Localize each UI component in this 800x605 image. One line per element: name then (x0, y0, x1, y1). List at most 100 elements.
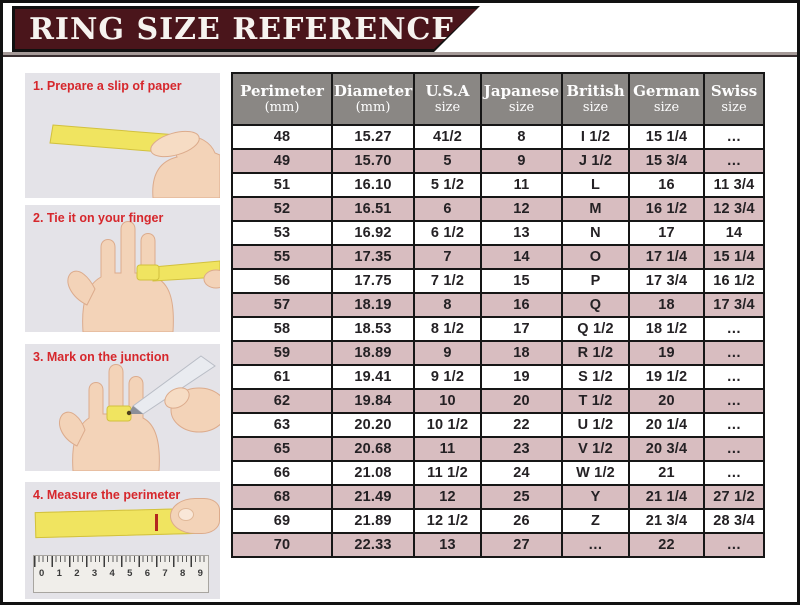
table-cell: 18 1/2 (628, 316, 705, 342)
table-cell: 20.20 (331, 412, 415, 438)
table-cell: 27 (480, 532, 563, 558)
step-3-label: 3. Mark on the junction (33, 350, 170, 364)
thumb-icon (67, 270, 96, 306)
table-cell: 21 1/4 (628, 484, 705, 510)
table-cell: 15 1/4 (703, 244, 765, 270)
table-header-row: Perimeter (mm) Diameter (mm) U.S.A size Japane… (231, 72, 765, 126)
thumb-icon (59, 411, 86, 447)
table-cell: 15 (480, 268, 563, 294)
table-cell: … (561, 532, 630, 558)
table-cell: 16 (480, 292, 563, 318)
table-cell: 14 (703, 220, 765, 246)
step-2-panel: 2. Tie it on your finger (25, 205, 220, 332)
column-header: Diameter (mm) (331, 72, 415, 126)
table-cell: 22 (628, 532, 705, 558)
table-cell: 8 1/2 (413, 316, 482, 342)
table-cell: 70 (231, 532, 333, 558)
table-cell: 18.53 (331, 316, 415, 342)
column-header: Perimeter (mm) (231, 72, 333, 126)
table-cell: J 1/2 (561, 148, 630, 174)
table-cell: 48 (231, 124, 333, 150)
table-cell: … (703, 340, 765, 366)
table-row: 52 16.51 6 12 M 16 1/2 12 3/4 (231, 196, 765, 222)
table-cell: U 1/2 (561, 412, 630, 438)
strip-band-icon (136, 264, 160, 281)
table-cell: 8 (480, 124, 563, 150)
table-cell: 68 (231, 484, 333, 510)
fingertip-icon (203, 269, 220, 289)
table-row: 48 15.27 41/2 8 I 1/2 15 1/4… (231, 124, 765, 150)
table-cell: 9 1/2 (413, 364, 482, 390)
table-cell: W 1/2 (561, 460, 630, 486)
table-cell: 22.33 (331, 532, 415, 558)
table-cell: R 1/2 (561, 340, 630, 366)
table-cell: 66 (231, 460, 333, 486)
table-cell: 19 1/2 (628, 364, 705, 390)
strip-on-finger-illustration (67, 221, 220, 332)
table-cell: 7 (413, 244, 482, 270)
mark-junction-illustration (59, 355, 220, 471)
table-cell: 18.89 (331, 340, 415, 366)
table-row: 59 18.89 9 18 R 1/2 19… (231, 340, 765, 366)
column-header: British size (561, 72, 630, 126)
table-row: 53 16.92 6 1/2 13 N 17 14 (231, 220, 765, 246)
hand-holding-strip-illustration (49, 124, 220, 198)
column-header: U.S.A size (413, 72, 482, 126)
table-cell: 18 (480, 340, 563, 366)
table-cell: 10 (413, 388, 482, 414)
ruler-number: 2 (74, 568, 80, 579)
table-cell: Q 1/2 (561, 316, 630, 342)
ruler-number: 3 (91, 568, 98, 579)
table-cell: 56 (231, 268, 333, 294)
pen-tip-icon (128, 406, 143, 414)
table-cell: P (561, 268, 630, 294)
table-cell: 25 (480, 484, 563, 510)
table-cell: 13 (413, 532, 482, 558)
table-row: 62 19.84 10 20 T 1/2 20… (231, 388, 765, 414)
table-cell: 13 (480, 220, 563, 246)
table-cell: 18 (628, 292, 705, 318)
step-2-label: 2. Tie it on your finger (33, 211, 164, 225)
step-3-panel: 3. Mark on the junction (25, 344, 220, 471)
table-cell: 23 (480, 436, 563, 462)
table-cell: 21.49 (331, 484, 415, 510)
table-cell: L (561, 172, 630, 198)
table-cell: … (703, 532, 765, 558)
title-banner: RING SIZE REFERENCE (12, 6, 480, 52)
ruler-number: 0 (39, 568, 45, 579)
table-cell: 12 1/2 (413, 508, 482, 534)
table-cell: 19.41 (331, 364, 415, 390)
table-cell: Z (561, 508, 630, 534)
table-cell: … (703, 364, 765, 390)
table-cell: 49 (231, 148, 333, 174)
table-cell: 62 (231, 388, 333, 414)
table-row: 61 19.41 9 1/2 19 S 1/2 19 1/2… (231, 364, 765, 390)
table-cell: … (703, 148, 765, 174)
table-cell: 11 1/2 (413, 460, 482, 486)
curled-finger-icon (164, 387, 190, 409)
table-cell: 55 (231, 244, 333, 270)
table-cell: 16.51 (331, 196, 415, 222)
table-cell: … (703, 124, 765, 150)
table-row: 63 20.20 10 1/2 22 U 1/2 20 1/4… (231, 412, 765, 438)
table-cell: M (561, 196, 630, 222)
table-row: 70 22.33 13 27… 22… (231, 532, 765, 558)
table-cell: 22 (480, 412, 563, 438)
table-cell: 19 (628, 340, 705, 366)
ink-mark-icon (126, 410, 132, 416)
table-cell: 28 3/4 (703, 508, 765, 534)
table-cell: 17 3/4 (703, 292, 765, 318)
table-cell: 15.70 (331, 148, 415, 174)
ruler-ticks (34, 556, 208, 567)
table-cell: 16.92 (331, 220, 415, 246)
table-cell: 59 (231, 340, 333, 366)
title-banner-fill: RING SIZE REFERENCE (15, 9, 477, 49)
table-cell: 69 (231, 508, 333, 534)
table-cell: 21 3/4 (628, 508, 705, 534)
table-cell: 21.89 (331, 508, 415, 534)
table-cell: … (703, 316, 765, 342)
table-cell: 6 (413, 196, 482, 222)
table-cell: 9 (413, 340, 482, 366)
